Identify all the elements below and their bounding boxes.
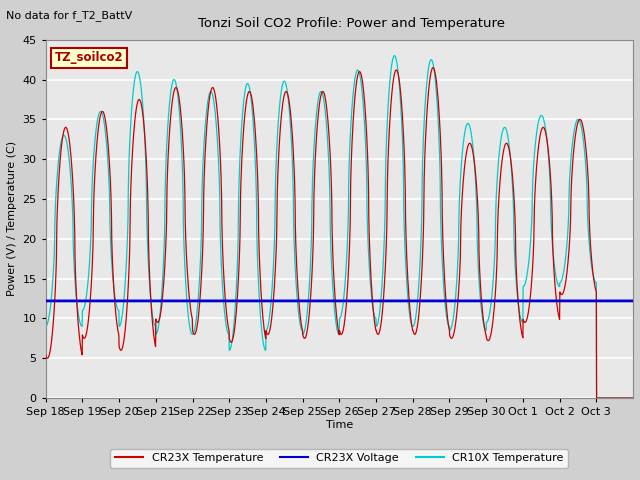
Text: TZ_soilco2: TZ_soilco2 xyxy=(54,51,123,64)
Text: Tonzi Soil CO2 Profile: Power and Temperature: Tonzi Soil CO2 Profile: Power and Temper… xyxy=(198,17,506,30)
Text: No data for f_T2_BattV: No data for f_T2_BattV xyxy=(6,11,132,22)
Legend: CR23X Temperature, CR23X Voltage, CR10X Temperature: CR23X Temperature, CR23X Voltage, CR10X … xyxy=(111,449,568,468)
X-axis label: Time: Time xyxy=(326,420,353,430)
Y-axis label: Power (V) / Temperature (C): Power (V) / Temperature (C) xyxy=(7,141,17,297)
